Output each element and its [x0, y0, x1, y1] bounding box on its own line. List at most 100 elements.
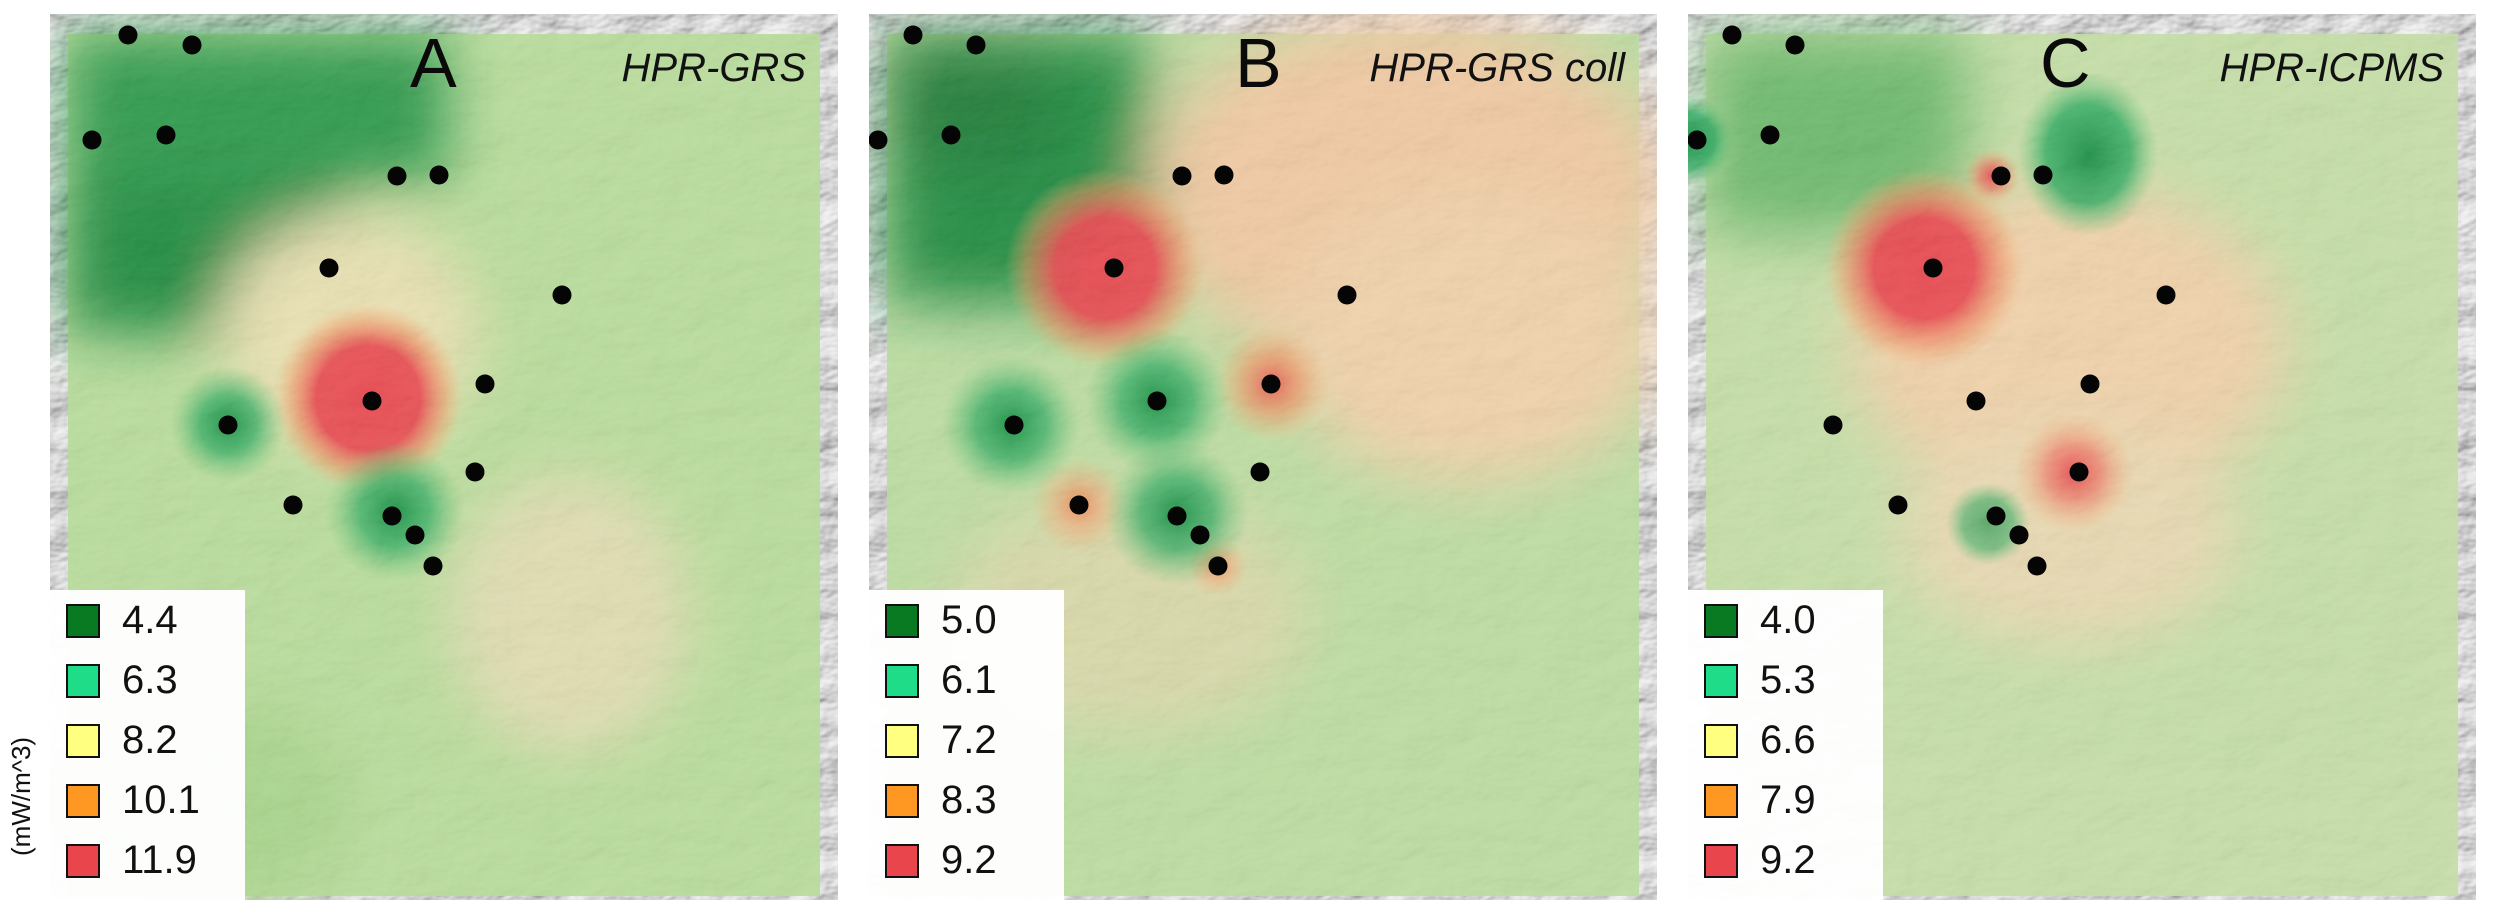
dose-rate-map-b: [869, 14, 1657, 900]
sample-point: [1190, 525, 1210, 545]
sample-point: [1785, 35, 1805, 55]
legend-swatch: [66, 664, 100, 698]
sample-point: [1337, 285, 1357, 305]
map-panel-a: A HPR-GRS 4.4 6.3 8.2 10.1 11.9: [50, 14, 838, 900]
sample-point: [869, 130, 888, 150]
legend-item: 11.9: [50, 830, 245, 890]
legend-value: 9.2: [941, 838, 997, 882]
legend-swatch: [66, 724, 100, 758]
sample-point: [465, 462, 485, 482]
legend-item: 5.3: [1688, 650, 1883, 710]
legend-value: 7.2: [941, 718, 997, 762]
sample-point: [1167, 506, 1187, 526]
legend-item: 6.1: [869, 650, 1064, 710]
panel-letter: A: [410, 24, 457, 102]
sample-point: [405, 525, 425, 545]
legend-swatch: [1704, 844, 1738, 878]
sample-point: [1261, 374, 1281, 394]
legend-value: 5.0: [941, 598, 997, 642]
legend-value: 10.1: [122, 778, 200, 822]
sample-points: [869, 25, 1357, 576]
panel-letter: B: [1235, 24, 1282, 102]
legend-item: 6.3: [50, 650, 245, 710]
sample-point: [1888, 495, 1908, 515]
sample-point: [2009, 525, 2029, 545]
panel-letter: C: [2040, 24, 2091, 102]
legend-item: 9.2: [869, 830, 1064, 890]
legend-swatch: [885, 784, 919, 818]
legend-item: 6.6: [1688, 710, 1883, 770]
sample-point: [429, 165, 449, 185]
panel-method-label: HPR-ICPMS: [2219, 46, 2444, 90]
legend-value: 11.9: [122, 838, 197, 882]
sample-point: [1104, 258, 1124, 278]
sample-points: [82, 25, 572, 576]
sample-point: [2069, 462, 2089, 482]
legend-swatch: [1704, 784, 1738, 818]
sample-point: [1986, 506, 2006, 526]
legend-swatch: [885, 724, 919, 758]
legend: 5.0 6.1 7.2 8.3 9.2: [869, 590, 1064, 900]
legend-swatch: [1704, 724, 1738, 758]
sample-point: [1214, 165, 1234, 185]
interpolation-overlay: [1688, 34, 2458, 896]
legend: 4.0 5.3 6.6 7.9 9.2: [1688, 590, 1883, 900]
map-panel-b: B HPR-GRS coll 5.0 6.1 7.2 8.3 9.2: [869, 14, 1657, 900]
sample-point: [1250, 462, 1270, 482]
legend-item: 8.3: [869, 770, 1064, 830]
panel-method-label: HPR-GRS coll: [1369, 46, 1625, 90]
sample-point: [182, 35, 202, 55]
sample-point: [966, 35, 986, 55]
legend-value: 9.2: [1760, 838, 1816, 882]
legend-item: 7.2: [869, 710, 1064, 770]
legend-item: 4.0: [1688, 590, 1883, 650]
legend-item: 7.9: [1688, 770, 1883, 830]
sample-point: [1722, 25, 1742, 45]
legend-value: 4.0: [1760, 598, 1816, 642]
sample-point: [2080, 374, 2100, 394]
sample-point: [1004, 415, 1024, 435]
legend-item: 9.2: [1688, 830, 1883, 890]
sample-points: [1688, 25, 2176, 576]
sample-point: [1208, 556, 1228, 576]
interpolation-overlay: [50, 34, 820, 900]
sample-point: [475, 374, 495, 394]
legend-swatch: [885, 604, 919, 638]
sample-point: [218, 415, 238, 435]
sample-point: [2027, 556, 2047, 576]
sample-point: [1069, 495, 1089, 515]
sample-point: [941, 125, 961, 145]
legend-value: 6.6: [1760, 718, 1816, 762]
units-label: (mW/m^3): [6, 736, 36, 856]
sample-point: [2156, 285, 2176, 305]
sample-point: [1760, 125, 1780, 145]
legend-value: 6.3: [122, 658, 178, 702]
sample-point: [283, 495, 303, 515]
sample-point: [2033, 165, 2053, 185]
legend-swatch: [1704, 604, 1738, 638]
sample-point: [387, 166, 407, 186]
sample-point: [1966, 391, 1986, 411]
sample-point: [156, 125, 176, 145]
legend-swatch: [885, 844, 919, 878]
legend-value: 8.3: [941, 778, 997, 822]
legend-swatch: [66, 844, 100, 878]
legend-item: 5.0: [869, 590, 1064, 650]
map-panel-c: C HPR-ICPMS 4.0 5.3 6.6 7.9 9.2: [1688, 14, 2476, 900]
sample-point: [552, 285, 572, 305]
sample-point: [382, 506, 402, 526]
sample-point: [1923, 258, 1943, 278]
sample-point: [903, 25, 923, 45]
legend-value: 6.1: [941, 658, 997, 702]
sample-point: [362, 391, 382, 411]
panel-method-label: HPR-GRS: [621, 46, 806, 90]
legend-value: 7.9: [1760, 778, 1816, 822]
sample-point: [1823, 415, 1843, 435]
sample-point: [1147, 391, 1167, 411]
legend-item: 8.2: [50, 710, 245, 770]
legend-value: 5.3: [1760, 658, 1816, 702]
legend-swatch: [66, 784, 100, 818]
legend: 4.4 6.3 8.2 10.1 11.9: [50, 590, 245, 900]
sample-point: [1688, 130, 1707, 150]
legend-value: 8.2: [122, 718, 178, 762]
